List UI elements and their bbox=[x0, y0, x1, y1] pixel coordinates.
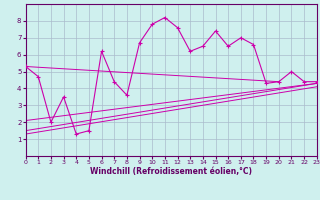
X-axis label: Windchill (Refroidissement éolien,°C): Windchill (Refroidissement éolien,°C) bbox=[90, 167, 252, 176]
